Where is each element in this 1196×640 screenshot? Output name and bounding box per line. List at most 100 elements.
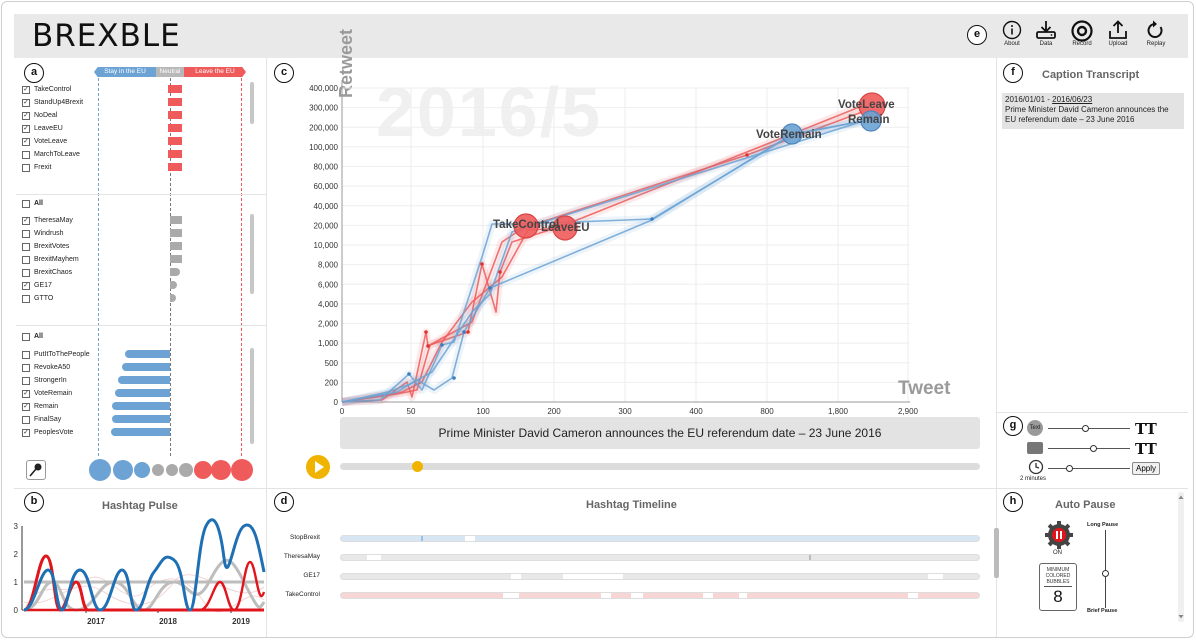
hashtag-row[interactable]: Windrush: [22, 227, 182, 240]
hashtag-row[interactable]: MarchToLeave: [22, 148, 182, 161]
checkbox[interactable]: [22, 268, 30, 277]
checkbox[interactable]: ✓: [22, 124, 30, 133]
min-bubbles-label: MINIMUM COLORED BUBBLES: [1045, 567, 1071, 585]
bubble-label: VoteRemain: [756, 129, 822, 141]
scrollbar[interactable]: [250, 348, 254, 444]
record-button[interactable]: Record: [1066, 20, 1098, 47]
scroll-up-icon[interactable]: [1178, 494, 1184, 500]
bubble-trail: [341, 111, 863, 403]
pin-button[interactable]: [26, 460, 46, 480]
main-bubble-chart[interactable]: 02005001,0002,0004,0006,0008,00010,00020…: [282, 70, 922, 415]
checkbox[interactable]: [22, 350, 30, 359]
record-icon: [1071, 20, 1093, 42]
checkbox[interactable]: ✓: [22, 216, 30, 225]
upload-button[interactable]: Upload: [1102, 20, 1134, 47]
hashtag-label: GE17: [34, 282, 52, 289]
checkbox[interactable]: [22, 376, 30, 385]
play-button[interactable]: [306, 455, 330, 479]
scrollbar[interactable]: [250, 82, 254, 124]
slider-knob[interactable]: [1081, 425, 1089, 432]
hashtag-row[interactable]: Frexit: [22, 161, 182, 174]
hashtag-bar: [170, 229, 182, 237]
checkbox[interactable]: ✓: [22, 137, 30, 146]
checkbox[interactable]: [22, 294, 30, 303]
hashtag-pulse-chart: 0 1 2 3 2017 2018 2019: [14, 518, 266, 626]
pause-slider-knob[interactable]: [1102, 569, 1109, 577]
checkbox[interactable]: [22, 229, 30, 238]
settings-slider[interactable]: [1048, 465, 1130, 472]
checkbox[interactable]: ✓: [22, 389, 30, 398]
hashtag-row[interactable]: ✓ StandUp4Brexit: [22, 96, 182, 109]
slider-knob[interactable]: [1090, 445, 1098, 452]
timeline-track[interactable]: [340, 554, 980, 561]
scrollbar[interactable]: [250, 214, 254, 294]
slider-knob[interactable]: [1065, 465, 1073, 472]
about-button[interactable]: About: [996, 20, 1028, 47]
hashtag-row[interactable]: BrexitMayhem: [22, 253, 182, 266]
checkbox[interactable]: [22, 163, 30, 172]
legend-bubble: [179, 463, 193, 477]
legend-bubble: [231, 459, 253, 481]
select-all-remain[interactable]: All: [22, 330, 43, 343]
hashtag-bar: [112, 415, 170, 423]
hashtag-label: PutItToThePeople: [34, 351, 90, 358]
timeline-track[interactable]: [340, 592, 980, 599]
checkbox[interactable]: [22, 415, 30, 424]
timeline-segment: [908, 593, 918, 598]
checkbox[interactable]: ✓: [22, 98, 30, 107]
apply-button[interactable]: Apply: [1132, 462, 1160, 475]
select-all-neutral[interactable]: All: [22, 197, 43, 210]
transcript-entry[interactable]: 2016/01/01 - 2016/06/23 Prime Minister D…: [1002, 93, 1184, 129]
timeline-segment: [563, 574, 623, 579]
scrollbar[interactable]: [1178, 492, 1184, 622]
hashtag-row[interactable]: GTTO: [22, 292, 182, 305]
timeline-track[interactable]: [340, 535, 980, 542]
pause-slider[interactable]: [1102, 530, 1109, 608]
hashtag-label: BrexitVotes: [34, 243, 70, 250]
hashtag-row[interactable]: StrongerIn: [22, 374, 182, 387]
hashtag-row[interactable]: FinalSay: [22, 413, 182, 426]
bubble-label: LeaveEU: [541, 222, 590, 234]
pause-gear-icon[interactable]: [1044, 520, 1074, 550]
checkbox[interactable]: ✓: [22, 428, 30, 437]
min-bubbles-box[interactable]: MINIMUM COLORED BUBBLES 8: [1039, 563, 1077, 611]
checkbox[interactable]: [22, 255, 30, 264]
settings-slider[interactable]: [1048, 425, 1130, 432]
hashtag-row[interactable]: RevokeA50: [22, 361, 182, 374]
hashtag-row[interactable]: BrexitVotes: [22, 240, 182, 253]
hashtag-row[interactable]: ✓ TakeControl: [22, 83, 182, 96]
scrollbar[interactable]: [994, 528, 999, 578]
playback-knob[interactable]: [411, 461, 423, 472]
hashtag-row[interactable]: BrexitChaos: [22, 266, 182, 279]
checkbox[interactable]: [22, 150, 30, 159]
checkbox[interactable]: ✓: [22, 85, 30, 94]
replay-button[interactable]: Replay: [1140, 20, 1172, 47]
hashtag-row[interactable]: ✓ TheresaMay: [22, 214, 182, 227]
checkbox[interactable]: [22, 363, 30, 372]
data-button[interactable]: Data: [1030, 20, 1062, 47]
hashtag-row[interactable]: ✓ PeoplesVote: [22, 426, 182, 439]
scroll-down-icon[interactable]: [1178, 614, 1184, 620]
trail-point: [407, 372, 411, 376]
hashtag-row[interactable]: ✓ NoDeal: [22, 109, 182, 122]
playback-slider[interactable]: [340, 461, 980, 472]
x-tick-label: 1,800: [828, 407, 849, 415]
checkbox[interactable]: ✓: [22, 281, 30, 290]
hashtag-row[interactable]: ✓ VoteLeave: [22, 135, 182, 148]
hashtag-row[interactable]: ✓ Remain: [22, 400, 182, 413]
hashtag-row[interactable]: ✓ LeaveEU: [22, 122, 182, 135]
hashtag-row[interactable]: ✓ VoteRemain: [22, 387, 182, 400]
hashtag-bar: [170, 216, 182, 224]
x-tick-label: 50: [407, 407, 416, 415]
hashtag-row[interactable]: ✓ GE17: [22, 279, 182, 292]
checkbox[interactable]: ✓: [22, 111, 30, 120]
checkbox[interactable]: [22, 332, 30, 341]
checkbox[interactable]: [22, 199, 30, 208]
checkbox[interactable]: [22, 242, 30, 251]
hashtag-row[interactable]: PutItToThePeople: [22, 348, 182, 361]
checkbox[interactable]: ✓: [22, 402, 30, 411]
bubble-label: VoteLeave: [838, 99, 895, 111]
timeline-track[interactable]: [340, 573, 980, 580]
settings-slider[interactable]: [1048, 445, 1130, 452]
y-tick-label: 6,000: [318, 280, 339, 289]
